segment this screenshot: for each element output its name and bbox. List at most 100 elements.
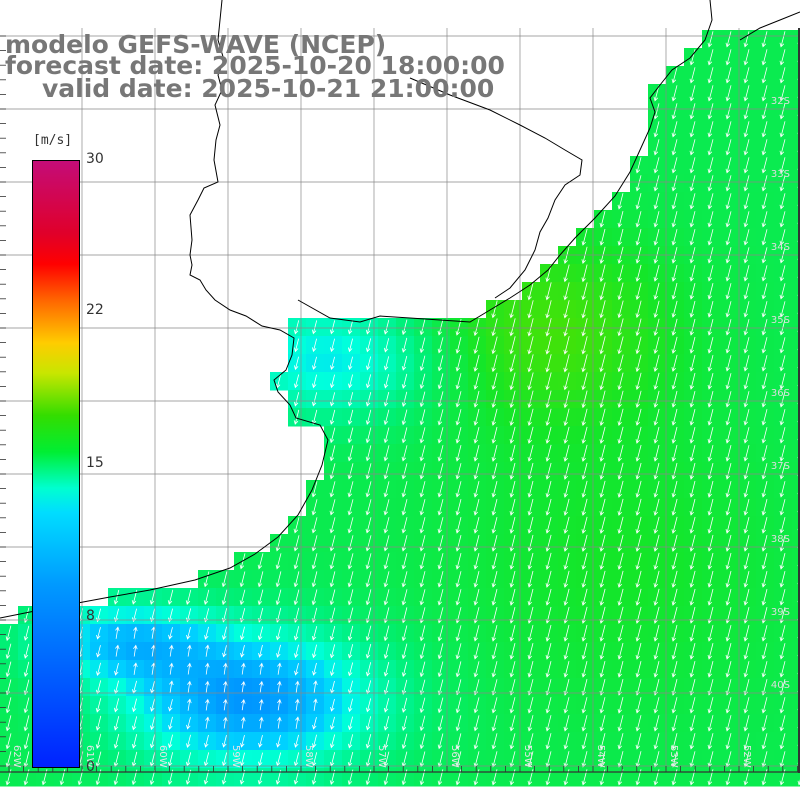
wind-arrow bbox=[689, 157, 696, 174]
latitude-label: 35S bbox=[771, 315, 790, 326]
wind-arrow bbox=[671, 697, 678, 714]
wind-arrow bbox=[599, 516, 606, 534]
wind-arrow bbox=[419, 517, 426, 534]
wind-arrow bbox=[671, 480, 678, 498]
colorbar-tick-22: 22 bbox=[86, 302, 104, 318]
wind-arrow bbox=[563, 408, 570, 427]
wind-arrow bbox=[365, 445, 372, 462]
wind-arrow bbox=[671, 67, 678, 84]
wind-arrow bbox=[527, 498, 534, 516]
wind-arrow bbox=[5, 679, 12, 696]
wind-arrow bbox=[312, 356, 317, 371]
wind-arrow bbox=[312, 374, 317, 389]
latitude-label: 34S bbox=[771, 242, 790, 253]
wind-arrow bbox=[455, 391, 462, 408]
wind-arrow bbox=[707, 355, 714, 372]
wind-arrow bbox=[779, 697, 786, 714]
wind-arrow bbox=[23, 643, 30, 659]
wind-arrow bbox=[689, 552, 696, 570]
wind-arrow bbox=[329, 571, 336, 588]
wind-arrow bbox=[545, 570, 552, 588]
wind-arrow bbox=[545, 282, 552, 301]
wind-arrow bbox=[293, 553, 300, 570]
wind-arrow bbox=[779, 85, 786, 102]
wind-arrow bbox=[635, 661, 642, 678]
longitude-label: 59W bbox=[230, 745, 241, 768]
wind-arrow bbox=[401, 499, 408, 516]
wind-arrow bbox=[491, 535, 498, 552]
wind-arrow bbox=[419, 679, 426, 696]
wind-arrow bbox=[725, 85, 732, 102]
wind-arrow bbox=[599, 282, 606, 301]
wind-arrow bbox=[383, 445, 390, 462]
wind-arrow bbox=[401, 589, 408, 606]
wind-cell bbox=[792, 588, 800, 607]
wind-arrow bbox=[383, 679, 390, 695]
wind-arrow bbox=[725, 103, 732, 120]
wind-arrow bbox=[725, 516, 732, 534]
wind-arrow bbox=[383, 697, 390, 713]
wind-arrow bbox=[491, 336, 498, 355]
wind-arrow bbox=[509, 372, 516, 391]
wind-arrow bbox=[563, 498, 570, 516]
wind-arrow bbox=[383, 715, 390, 731]
wind-arrow bbox=[761, 211, 768, 228]
wind-arrow bbox=[437, 553, 444, 570]
wind-arrow bbox=[365, 374, 372, 389]
wind-arrow bbox=[581, 354, 588, 373]
wind-arrow bbox=[491, 408, 498, 426]
wind-arrow bbox=[383, 571, 390, 588]
wind-arrow bbox=[150, 608, 155, 623]
wind-arrow bbox=[671, 318, 678, 336]
wind-arrow bbox=[779, 553, 786, 570]
wind-arrow bbox=[761, 265, 768, 282]
wind-arrow bbox=[348, 338, 353, 353]
wind-arrow bbox=[635, 300, 642, 319]
wind-arrow bbox=[761, 229, 768, 246]
wind-arrow bbox=[347, 571, 354, 588]
wind-arrow bbox=[779, 625, 786, 642]
wind-arrow bbox=[401, 355, 408, 371]
wind-arrow bbox=[473, 571, 480, 588]
wind-arrow bbox=[725, 301, 732, 318]
wind-arrow bbox=[707, 265, 714, 282]
wind-arrow bbox=[5, 661, 12, 678]
wind-arrow bbox=[293, 320, 300, 335]
wind-arrow bbox=[329, 481, 336, 498]
lat-lon-grid bbox=[0, 28, 800, 773]
wind-arrow bbox=[743, 85, 750, 102]
wind-arrow bbox=[563, 444, 570, 462]
wind-arrow bbox=[401, 481, 408, 498]
wind-arrow bbox=[707, 733, 714, 750]
wind-arrow bbox=[455, 445, 462, 462]
longitude-label: 55W bbox=[522, 745, 533, 768]
wind-arrow bbox=[761, 697, 768, 714]
wind-arrow bbox=[563, 426, 570, 444]
wind-arrow bbox=[383, 553, 390, 570]
wind-arrow bbox=[689, 427, 696, 444]
wind-arrow bbox=[617, 588, 624, 606]
wind-arrow bbox=[347, 535, 354, 552]
wind-arrow bbox=[545, 588, 552, 606]
wind-arrow bbox=[95, 715, 102, 731]
wind-arrow bbox=[779, 103, 786, 120]
wind-arrow bbox=[779, 481, 786, 498]
wind-cell bbox=[792, 138, 800, 157]
wind-cell bbox=[792, 210, 800, 229]
wind-arrow bbox=[743, 67, 750, 84]
wind-arrow bbox=[203, 752, 210, 767]
wind-arrow bbox=[437, 643, 444, 660]
wind-arrow bbox=[635, 697, 642, 714]
wind-arrow bbox=[671, 354, 678, 372]
wind-arrow bbox=[671, 264, 678, 282]
wind-arrow bbox=[653, 139, 660, 156]
wind-arrow bbox=[455, 355, 462, 372]
wind-arrow bbox=[707, 498, 714, 516]
wind-arrow bbox=[95, 733, 102, 750]
wind-cell bbox=[792, 480, 800, 499]
wind-arrow bbox=[187, 680, 192, 693]
wind-arrow bbox=[725, 229, 732, 246]
wind-arrow bbox=[401, 463, 408, 480]
wind-arrow bbox=[545, 408, 552, 427]
wind-arrow bbox=[293, 589, 300, 606]
